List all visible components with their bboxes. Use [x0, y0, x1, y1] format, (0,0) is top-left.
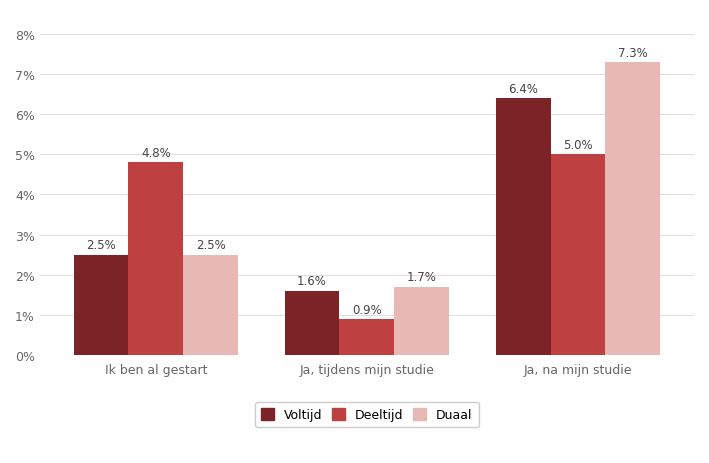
Text: 1.6%: 1.6%	[297, 275, 327, 288]
Text: 7.3%: 7.3%	[618, 47, 648, 60]
Text: 2.5%: 2.5%	[196, 239, 225, 252]
Bar	[605, 63, 660, 355]
Text: 5.0%: 5.0%	[563, 139, 593, 152]
Bar	[128, 163, 184, 355]
Text: 4.8%: 4.8%	[141, 147, 171, 160]
Bar	[74, 255, 128, 355]
Bar	[184, 255, 238, 355]
Legend: Voltijd, Deeltijd, Duaal: Voltijd, Deeltijd, Duaal	[255, 402, 479, 427]
Bar	[550, 155, 605, 355]
Text: 1.7%: 1.7%	[407, 271, 437, 284]
Bar	[496, 99, 550, 355]
Bar	[394, 287, 450, 355]
Bar	[340, 319, 394, 355]
Text: 6.4%: 6.4%	[508, 83, 538, 96]
Bar	[284, 291, 340, 355]
Text: 0.9%: 0.9%	[352, 303, 382, 316]
Text: 2.5%: 2.5%	[86, 239, 116, 252]
